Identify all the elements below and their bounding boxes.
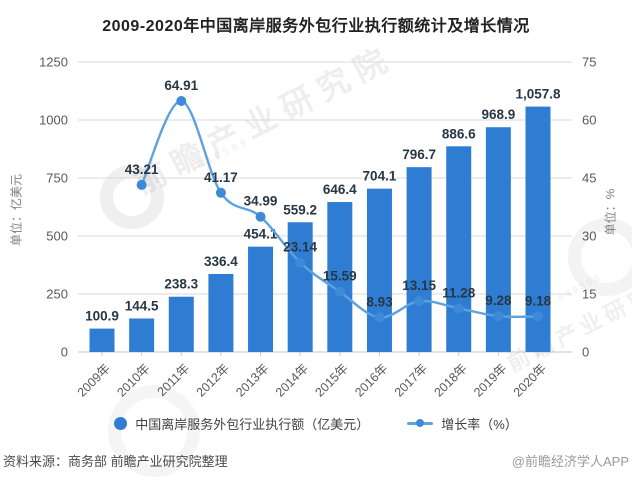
line-value-label: 8.93 bbox=[366, 294, 393, 309]
legend-item-execution-amount: 中国离岸服务外包行业执行额（亿美元） bbox=[114, 414, 369, 433]
left-axis-tick-label: 500 bbox=[46, 229, 68, 244]
x-axis-label: 2017年 bbox=[392, 361, 430, 399]
line-value-label: 64.91 bbox=[164, 78, 198, 93]
line-marker bbox=[295, 257, 306, 268]
chart-plot: 0 0 250 15 500 30 750 45 1000 60 1250 75 100.9 144.5 2… bbox=[39, 55, 596, 400]
line-marker bbox=[414, 296, 425, 307]
right-axis-tick-label: 60 bbox=[582, 113, 596, 128]
bar bbox=[366, 188, 392, 352]
line-value-label: 34.99 bbox=[244, 194, 278, 209]
bar-value-label: 559.2 bbox=[283, 202, 317, 217]
bar bbox=[248, 246, 274, 352]
x-axis-label: 2011年 bbox=[155, 361, 193, 399]
line-marker bbox=[334, 286, 345, 297]
bar-value-label: 144.5 bbox=[125, 298, 159, 313]
bar bbox=[129, 318, 155, 352]
bar-value-label: 100.9 bbox=[85, 309, 119, 324]
bar-value-label: 796.7 bbox=[402, 147, 436, 162]
bar bbox=[168, 296, 194, 352]
line-value-label: 9.28 bbox=[485, 293, 512, 308]
left-axis-tick-label: 750 bbox=[46, 171, 68, 186]
chart-legend: 中国离岸服务外包行业执行额（亿美元） 增长率（%） bbox=[0, 413, 632, 433]
chart-title: 2009-2020年中国离岸服务外包行业执行额统计及增长情况 bbox=[102, 18, 530, 35]
bar-value-label: 968.9 bbox=[481, 107, 515, 122]
bar-value-label: 238.3 bbox=[164, 277, 198, 292]
line-series-dot-icon bbox=[416, 419, 425, 427]
line-marker bbox=[215, 187, 226, 198]
x-axis-label: 2016年 bbox=[352, 361, 390, 399]
source-note: 资料来源：商务部 前瞻产业研究院整理 bbox=[3, 453, 228, 469]
line-value-label: 43.21 bbox=[125, 162, 159, 177]
bar-value-label: 454.1 bbox=[244, 227, 278, 242]
x-axis-label: 2015年 bbox=[313, 361, 351, 399]
bar bbox=[89, 328, 115, 352]
legend-label-growth-rate: 增长率（%） bbox=[441, 416, 518, 432]
bar bbox=[406, 167, 432, 352]
line-series-icon bbox=[407, 419, 434, 427]
line-marker bbox=[453, 303, 464, 314]
bar-value-label: 886.6 bbox=[442, 126, 476, 141]
right-axis-tick-label: 15 bbox=[582, 287, 596, 302]
left-axis-tick-label: 250 bbox=[46, 287, 68, 302]
x-axis-label: 2009年 bbox=[75, 361, 113, 399]
right-axis-tick-label: 75 bbox=[582, 55, 596, 70]
line-value-label: 23.14 bbox=[283, 240, 317, 255]
line-value-label: 15.59 bbox=[323, 269, 357, 284]
x-axis-label: 2014年 bbox=[273, 361, 311, 399]
right-axis-tick-label: 45 bbox=[582, 171, 596, 186]
x-axis-label: 2013年 bbox=[233, 361, 271, 399]
credit-note: @前瞻经济学人APP bbox=[511, 453, 629, 469]
bar bbox=[525, 106, 551, 353]
line-marker bbox=[255, 211, 266, 222]
line-marker bbox=[533, 311, 543, 322]
x-axis-label: 2020年 bbox=[511, 361, 549, 399]
bar-value-label: 646.4 bbox=[323, 182, 357, 197]
line-value-label: 41.17 bbox=[204, 170, 238, 185]
line-marker bbox=[374, 312, 385, 323]
legend-label-execution-amount: 中国离岸服务外包行业执行额（亿美元） bbox=[135, 416, 370, 432]
left-axis-tick-label: 1000 bbox=[39, 113, 68, 128]
left-axis-tick-label: 0 bbox=[61, 345, 68, 360]
x-axis-label: 2019年 bbox=[471, 361, 509, 399]
x-axis-label: 2018年 bbox=[431, 361, 469, 399]
bar-value-label: 1,057.8 bbox=[515, 87, 561, 102]
line-value-label: 9.18 bbox=[525, 294, 552, 309]
line-marker bbox=[493, 311, 504, 322]
bar bbox=[208, 273, 234, 352]
growth-rate-line bbox=[140, 99, 540, 319]
bar bbox=[287, 222, 313, 352]
bar bbox=[327, 202, 353, 352]
x-axis-label: 2010年 bbox=[114, 361, 152, 399]
bar-value-label: 704.1 bbox=[363, 169, 397, 184]
chart-footer: 资料来源：商务部 前瞻产业研究院整理 @前瞻经济学人APP bbox=[0, 449, 632, 471]
bar-value-label: 336.4 bbox=[204, 254, 238, 269]
legend-item-growth-rate: 增长率（%） bbox=[407, 414, 518, 433]
bar bbox=[446, 146, 472, 352]
x-axis-label: 2012年 bbox=[194, 361, 232, 399]
right-axis-tick-label: 30 bbox=[582, 229, 596, 244]
line-marker bbox=[176, 96, 187, 107]
line-value-label: 13.15 bbox=[402, 278, 436, 293]
right-axis-tick-label: 0 bbox=[582, 345, 589, 360]
left-axis-tick-label: 1250 bbox=[39, 55, 68, 70]
line-marker bbox=[136, 179, 147, 190]
line-value-label: 11.28 bbox=[442, 285, 476, 300]
bar-series-icon bbox=[114, 416, 128, 430]
